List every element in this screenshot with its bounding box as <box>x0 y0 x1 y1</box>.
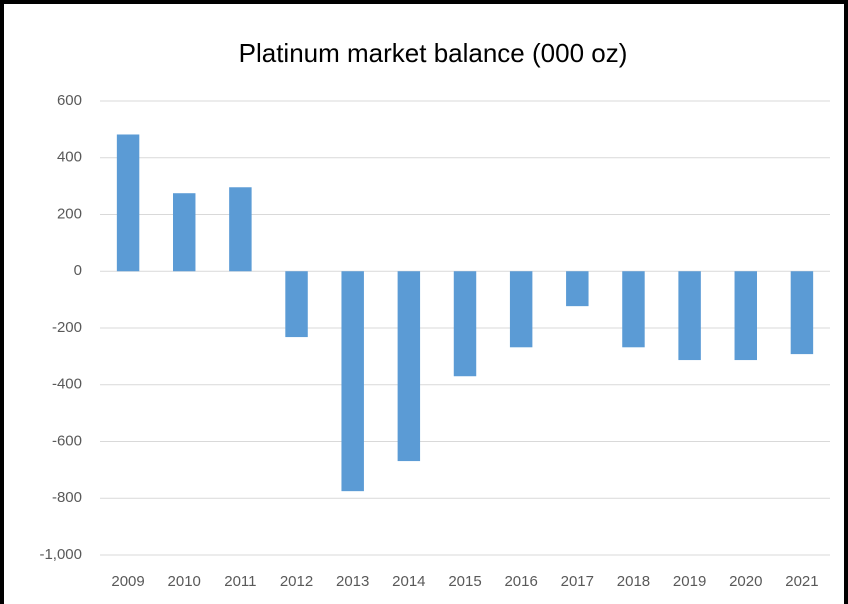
y-tick-label: 400 <box>57 149 82 166</box>
bar <box>116 134 140 272</box>
y-tick-label: -1,000 <box>39 546 82 563</box>
bar <box>397 271 421 462</box>
x-tick-label: 2011 <box>224 573 256 590</box>
x-tick-label: 2010 <box>168 573 201 590</box>
x-tick-label: 2020 <box>729 573 762 590</box>
x-tick-label: 2016 <box>504 573 537 590</box>
y-tick-label: 200 <box>57 205 82 222</box>
bar <box>734 271 757 361</box>
bar <box>285 271 308 338</box>
bar <box>566 271 589 307</box>
x-tick-label: 2017 <box>561 573 594 590</box>
x-tick-label: 2014 <box>392 573 425 590</box>
y-tick-label: 600 <box>57 92 82 109</box>
x-tick-label: 2018 <box>617 573 650 590</box>
bar <box>678 271 701 361</box>
x-tick-label: 2019 <box>673 573 706 590</box>
bar <box>173 193 196 272</box>
bar <box>509 271 533 348</box>
y-tick-label: -600 <box>52 432 82 449</box>
chart-title: Platinum market balance (000 oz) <box>239 38 628 68</box>
y-tick-label: -800 <box>52 489 82 506</box>
x-tick-label: 2009 <box>111 573 144 590</box>
bar <box>622 271 645 348</box>
bar <box>453 271 477 377</box>
bar <box>341 271 364 492</box>
y-tick-label: -400 <box>52 376 82 393</box>
bar <box>229 187 252 272</box>
y-tick-label: 0 <box>74 262 82 279</box>
bar <box>790 271 814 355</box>
x-tick-label: 2013 <box>336 573 369 590</box>
x-tick-label: 2012 <box>280 573 313 590</box>
y-tick-label: -200 <box>52 319 82 336</box>
x-tick-label: 2015 <box>448 573 481 590</box>
x-tick-label: 2021 <box>785 573 818 590</box>
